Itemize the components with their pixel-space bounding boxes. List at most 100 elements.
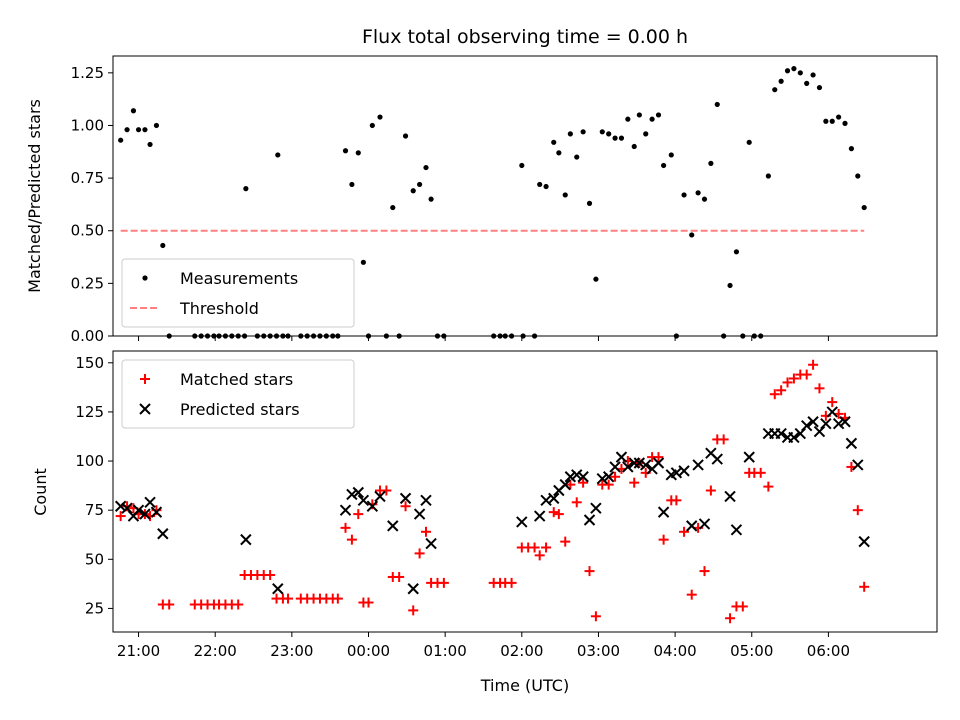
series-predicted-stars xyxy=(114,406,870,595)
predicted-point xyxy=(602,471,615,483)
data-point xyxy=(502,333,508,339)
y-tick-label: 0.50 xyxy=(71,222,104,240)
matched-point xyxy=(725,613,736,624)
matched-point xyxy=(629,477,640,488)
data-point xyxy=(765,173,771,179)
data-point xyxy=(673,333,679,339)
data-point xyxy=(689,232,695,238)
matched-point xyxy=(363,597,374,608)
data-point xyxy=(612,135,618,141)
data-point xyxy=(823,118,829,124)
data-point xyxy=(740,333,746,339)
predicted-point xyxy=(633,457,646,469)
predicted-point xyxy=(272,583,284,595)
predicted-point xyxy=(813,425,826,438)
data-point xyxy=(508,333,515,339)
matched-point xyxy=(584,566,595,577)
data-point xyxy=(618,135,625,141)
data-point xyxy=(298,333,304,339)
predicted-point xyxy=(387,520,399,532)
data-point xyxy=(135,127,142,133)
x-tick-label: 22:00 xyxy=(194,642,237,660)
matched-point xyxy=(408,605,419,616)
data-point xyxy=(310,333,317,339)
data-point xyxy=(631,143,637,150)
predicted-point xyxy=(150,506,163,518)
data-point xyxy=(791,66,797,72)
data-point xyxy=(402,133,409,139)
data-point xyxy=(335,333,341,339)
data-point xyxy=(816,84,823,91)
x-tick-label: 21:00 xyxy=(117,642,160,660)
data-point xyxy=(727,282,733,289)
matched-point xyxy=(808,359,819,370)
matched-point xyxy=(414,548,425,559)
matched-point xyxy=(671,495,682,506)
y-tick-label: 75 xyxy=(85,501,104,519)
data-point xyxy=(848,146,855,152)
matched-point xyxy=(852,505,863,516)
y-tick-label: 0.25 xyxy=(71,274,104,292)
predicted-point xyxy=(609,461,621,473)
predicted-point xyxy=(564,471,577,483)
predicted-point xyxy=(724,490,736,503)
predicted-point xyxy=(571,469,583,481)
predicted-point xyxy=(826,406,838,418)
data-point xyxy=(556,150,562,156)
legend-label: Measurements xyxy=(180,269,298,288)
data-point xyxy=(758,333,764,339)
predicted-point xyxy=(533,510,546,522)
data-point xyxy=(599,129,605,135)
matched-point xyxy=(438,577,449,588)
data-point xyxy=(323,333,329,339)
x-tick-label: 01:00 xyxy=(424,642,467,660)
matched-point xyxy=(340,522,351,533)
data-point xyxy=(562,192,568,198)
data-point xyxy=(267,333,273,339)
matched-point xyxy=(571,497,582,508)
predicted-point xyxy=(678,465,690,477)
data-point xyxy=(497,333,503,339)
data-point xyxy=(355,150,361,156)
matched-point xyxy=(814,383,825,394)
data-point xyxy=(714,101,720,108)
data-point xyxy=(733,249,740,255)
predicted-point xyxy=(583,514,596,526)
matched-point xyxy=(658,534,669,545)
predicted-point xyxy=(832,417,845,430)
data-point xyxy=(166,333,172,339)
x-tick-label: 05:00 xyxy=(730,642,773,660)
count-marks xyxy=(114,359,870,624)
predicted-point xyxy=(686,520,698,532)
predicted-point xyxy=(240,533,252,546)
data-point xyxy=(261,333,267,339)
legend-label: Matched stars xyxy=(180,370,293,389)
predicted-point xyxy=(640,459,652,471)
data-point xyxy=(643,131,649,137)
data-point xyxy=(441,333,447,339)
predicted-point xyxy=(132,504,145,516)
data-point xyxy=(254,333,260,339)
data-point xyxy=(701,196,708,202)
data-point xyxy=(235,333,241,339)
matched-point xyxy=(394,571,405,582)
ratio-marks xyxy=(118,66,867,339)
predicted-point xyxy=(139,508,151,520)
data-point xyxy=(317,333,323,339)
predicted-point xyxy=(858,535,870,548)
data-point xyxy=(491,333,497,339)
matched-point xyxy=(353,509,364,520)
predicted-point xyxy=(743,451,755,463)
data-point xyxy=(147,141,153,148)
data-point xyxy=(655,112,662,118)
data-point xyxy=(520,333,526,339)
x-tick-label: 03:00 xyxy=(577,642,620,660)
data-point xyxy=(606,131,612,137)
legend-entry: Predicted stars xyxy=(139,400,300,419)
data-point xyxy=(410,188,416,194)
legend-label: Predicted stars xyxy=(180,400,300,419)
predicted-point xyxy=(807,416,819,428)
data-point xyxy=(855,173,861,179)
data-point xyxy=(668,152,674,158)
